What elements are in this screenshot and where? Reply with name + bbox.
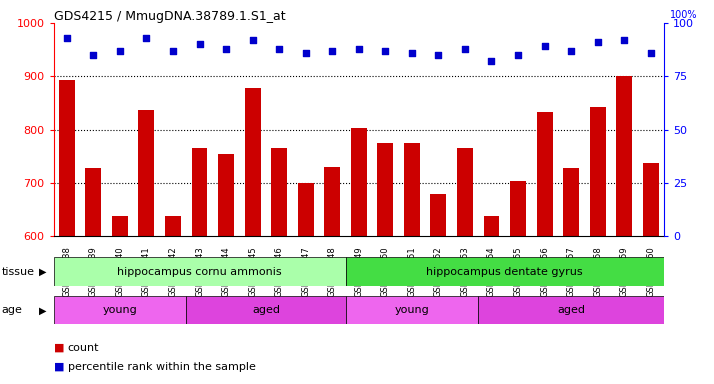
Bar xyxy=(324,167,340,236)
Text: count: count xyxy=(68,343,99,353)
Bar xyxy=(478,296,664,324)
Bar xyxy=(54,296,186,324)
Point xyxy=(513,52,524,58)
Bar xyxy=(186,296,346,324)
Bar xyxy=(298,183,313,236)
Bar xyxy=(346,296,478,324)
Point xyxy=(273,46,285,52)
Point xyxy=(141,35,152,41)
Bar xyxy=(54,257,346,286)
Point xyxy=(88,52,99,58)
Bar xyxy=(351,128,367,236)
Point xyxy=(433,52,444,58)
Bar xyxy=(590,107,605,236)
Bar xyxy=(563,168,579,236)
Bar xyxy=(537,112,553,236)
Bar xyxy=(616,76,632,236)
Text: ▶: ▶ xyxy=(39,267,46,277)
Text: hippocampus dentate gyrus: hippocampus dentate gyrus xyxy=(426,266,583,277)
Bar xyxy=(218,154,234,236)
Bar xyxy=(378,143,393,236)
Point xyxy=(486,58,497,65)
Text: hippocampus cornu ammonis: hippocampus cornu ammonis xyxy=(117,266,282,277)
Point xyxy=(167,48,178,54)
Bar xyxy=(457,148,473,236)
Text: ■: ■ xyxy=(54,362,64,372)
Text: age: age xyxy=(1,305,22,315)
Point xyxy=(565,48,577,54)
Point xyxy=(539,43,550,50)
Point xyxy=(645,50,656,56)
Bar xyxy=(483,216,500,236)
Point xyxy=(592,39,603,45)
Point xyxy=(353,46,365,52)
Text: tissue: tissue xyxy=(1,267,34,277)
Bar xyxy=(346,257,664,286)
Bar xyxy=(165,217,181,236)
Bar xyxy=(86,168,101,236)
Point xyxy=(459,46,471,52)
Bar xyxy=(271,148,287,236)
Point xyxy=(406,50,418,56)
Point xyxy=(326,48,338,54)
Text: ■: ■ xyxy=(54,343,64,353)
Point xyxy=(114,48,126,54)
Point xyxy=(221,46,232,52)
Text: young: young xyxy=(395,305,429,315)
Point xyxy=(618,37,630,43)
Bar xyxy=(510,181,526,236)
Point xyxy=(193,41,205,47)
Bar xyxy=(643,163,659,236)
Text: 100%: 100% xyxy=(670,10,697,20)
Point xyxy=(61,35,73,41)
Bar xyxy=(112,217,128,236)
Text: aged: aged xyxy=(252,305,280,315)
Bar xyxy=(139,110,154,236)
Bar xyxy=(431,194,446,236)
Bar xyxy=(59,80,75,236)
Text: ▶: ▶ xyxy=(39,305,46,315)
Bar xyxy=(404,143,420,236)
Bar xyxy=(191,148,208,236)
Text: aged: aged xyxy=(557,305,585,315)
Point xyxy=(247,37,258,43)
Point xyxy=(380,48,391,54)
Text: young: young xyxy=(103,305,137,315)
Text: GDS4215 / MmugDNA.38789.1.S1_at: GDS4215 / MmugDNA.38789.1.S1_at xyxy=(54,10,285,23)
Point xyxy=(300,50,311,56)
Bar xyxy=(245,88,261,236)
Text: percentile rank within the sample: percentile rank within the sample xyxy=(68,362,256,372)
